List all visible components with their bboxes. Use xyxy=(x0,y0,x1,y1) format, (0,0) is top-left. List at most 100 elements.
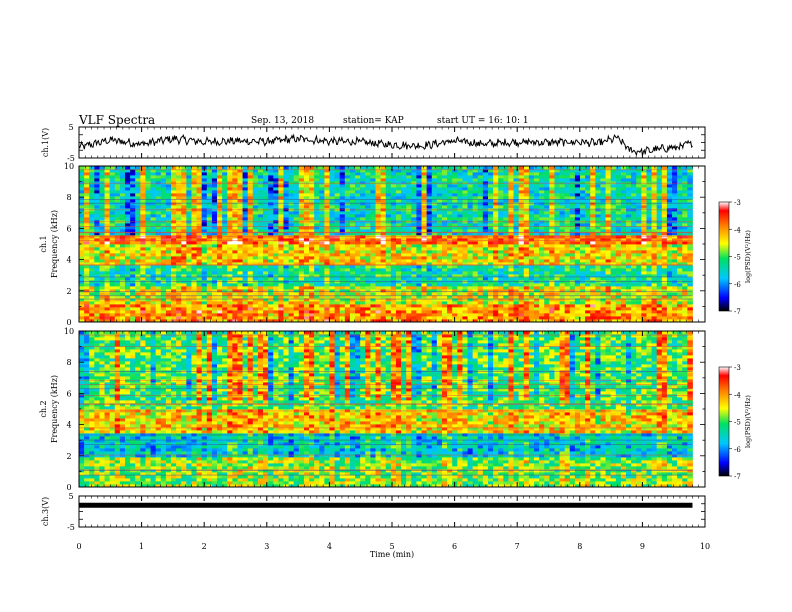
spectrogram-cell xyxy=(222,169,228,173)
spectrogram-cell xyxy=(334,268,341,272)
spectrogram-cell xyxy=(360,193,366,197)
spectrogram-cell xyxy=(523,238,530,242)
spectrogram-cell xyxy=(436,253,443,257)
spectrogram-cell xyxy=(334,226,341,230)
spectrogram-cell xyxy=(298,190,305,194)
spectrogram-cell xyxy=(114,178,121,182)
spectrogram-cell xyxy=(135,238,141,242)
spectrogram-cell xyxy=(135,184,141,188)
spectrogram-cell xyxy=(457,211,463,215)
spectrogram-cell xyxy=(365,193,371,197)
spectrogram-cell xyxy=(390,298,397,302)
spectrogram-cell xyxy=(303,265,310,269)
spectrogram-cell xyxy=(523,223,530,227)
spectrogram-cell xyxy=(523,205,530,209)
spectrogram-cell xyxy=(493,196,499,200)
spectrogram-cell xyxy=(278,319,284,323)
spectrogram-cell xyxy=(452,238,458,242)
spectrogram-cell xyxy=(462,226,468,230)
spectrogram-cell xyxy=(395,169,402,173)
spectrogram-cell xyxy=(539,292,545,296)
spectrogram-cell xyxy=(380,283,387,287)
spectrogram-cell xyxy=(385,271,392,275)
spectrogram-cell xyxy=(227,175,233,179)
spectrogram-cell xyxy=(314,193,320,197)
spectrogram-cell xyxy=(539,196,545,200)
spectrogram-cell xyxy=(130,292,136,296)
spectrogram-cell xyxy=(242,262,249,266)
spectrogram-cell xyxy=(534,166,540,170)
spectrogram-cell xyxy=(508,262,514,266)
spectrogram-cell xyxy=(416,298,422,302)
spectrogram-cell xyxy=(462,268,468,272)
spectrogram-cell xyxy=(370,190,376,194)
spectrogram-cell xyxy=(334,307,341,311)
spectrogram-cell xyxy=(349,274,356,278)
spectrogram-cell xyxy=(447,235,453,239)
spectrogram-cell xyxy=(176,175,182,179)
spectrogram-cell xyxy=(441,298,448,302)
spectrogram-cell xyxy=(534,238,540,242)
spectrogram-cell xyxy=(401,292,407,296)
spectrogram-cell xyxy=(186,166,192,170)
spectrogram-cell xyxy=(273,304,279,308)
spectrogram-cell xyxy=(503,238,509,242)
spectrogram-cell xyxy=(395,193,402,197)
spectrogram-cell xyxy=(411,313,417,317)
spectrogram-cell xyxy=(431,226,438,230)
spectrogram-cell xyxy=(247,232,254,236)
spectrogram-cell xyxy=(309,265,315,269)
spectrogram-cell xyxy=(206,169,213,173)
spectrogram-cell xyxy=(201,295,208,299)
spectrogram-cell xyxy=(298,235,305,239)
spectrogram-cell xyxy=(395,235,402,239)
spectrogram-cell xyxy=(544,304,550,308)
spectrogram-cell xyxy=(482,250,489,254)
spectrogram-cell xyxy=(155,244,162,248)
spectrogram-cell xyxy=(99,310,105,314)
spectrogram-cell xyxy=(217,211,223,215)
spectrogram-cell xyxy=(452,184,458,188)
spectrogram-cell xyxy=(472,232,479,236)
spectrogram-cell xyxy=(135,175,141,179)
spectrogram-cell xyxy=(441,241,448,245)
spectrogram-cell xyxy=(539,265,545,269)
spectrogram-cell xyxy=(436,196,443,200)
spectrogram-cell xyxy=(201,205,208,209)
spectrogram-cell xyxy=(508,304,514,308)
spectrogram-cell xyxy=(324,190,330,194)
spectrogram-cell xyxy=(380,301,387,305)
spectrogram-cell xyxy=(176,235,182,239)
spectrogram-cell xyxy=(89,190,95,194)
spectrogram-cell xyxy=(539,217,545,221)
spectrogram-cell xyxy=(385,244,392,248)
spectrogram-cell xyxy=(303,304,310,308)
spectrogram-cell xyxy=(119,244,126,248)
spectrogram-cell xyxy=(125,292,131,296)
spectrogram-cell xyxy=(109,232,116,236)
spectrogram-cell xyxy=(232,310,238,314)
spectrogram-cell xyxy=(125,235,131,239)
spectrogram-cell xyxy=(493,247,499,251)
spectrogram-cell xyxy=(273,244,279,248)
spectrogram-cell xyxy=(447,211,453,215)
spectrogram-cell xyxy=(211,268,218,272)
spectrogram-cell xyxy=(482,259,489,263)
spectrogram-cell xyxy=(355,199,361,203)
spectrogram-cell xyxy=(426,184,433,188)
spectrogram-cell xyxy=(309,316,315,320)
spectrogram-cell xyxy=(171,211,177,215)
spectrogram-cell xyxy=(441,235,448,239)
spectrogram-cell xyxy=(283,172,289,176)
spectrogram-cell xyxy=(94,304,100,308)
spectrogram-cell xyxy=(477,178,484,182)
spectrogram-cell xyxy=(360,190,366,194)
spectrogram-cell xyxy=(355,235,361,239)
spectrogram-cell xyxy=(140,289,146,293)
spectrogram-cell xyxy=(237,190,243,194)
spectrogram-cell xyxy=(181,199,187,203)
spectrogram-cell xyxy=(385,181,392,185)
spectrogram-cell xyxy=(518,262,525,266)
spectrogram-cell xyxy=(227,250,233,254)
spectrogram-cell xyxy=(79,166,85,170)
